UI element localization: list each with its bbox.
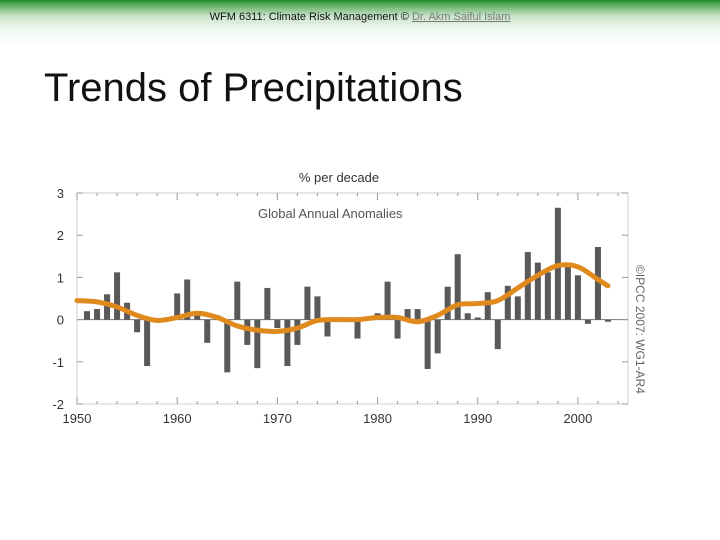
anomaly-bar — [134, 319, 141, 333]
x-tick-label: 1970 — [263, 411, 292, 426]
anomaly-bar — [94, 309, 101, 320]
anomaly-bar — [574, 275, 581, 320]
x-tick-label: 2000 — [563, 411, 592, 426]
smoothed-line — [74, 262, 611, 335]
anomaly-bar — [484, 292, 491, 320]
anomaly-bar — [174, 293, 181, 320]
anomaly-bar — [434, 319, 441, 354]
x-tick-label: 1960 — [163, 411, 192, 426]
chart-title: % per decade — [299, 170, 379, 185]
y-tick-label: -2 — [52, 397, 64, 412]
x-tick-label: 1980 — [363, 411, 392, 426]
anomaly-bar — [264, 287, 271, 320]
anomaly-bar — [564, 262, 571, 320]
anomaly-bar — [194, 315, 201, 320]
anomaly-bar — [204, 319, 211, 343]
anomaly-bar — [384, 281, 391, 320]
anomaly-bar — [184, 279, 191, 320]
anomaly-bar — [354, 319, 361, 339]
anomaly-bar — [474, 317, 481, 320]
anomaly-bar — [524, 252, 531, 320]
course-label: WFM 6311: Climate Risk Management © — [209, 11, 409, 23]
anomaly-bar — [414, 309, 421, 320]
anomaly-bar — [424, 319, 431, 369]
anomaly-bar — [84, 311, 91, 320]
anomaly-bar — [544, 272, 551, 320]
y-tick-label: 0 — [57, 313, 64, 328]
header-line: WFM 6311: Climate Risk Management © Dr. … — [0, 11, 720, 23]
header-band — [0, 0, 720, 46]
anomaly-bar — [534, 262, 541, 320]
anomaly-bar — [304, 286, 311, 320]
anomaly-bar — [454, 254, 461, 320]
slide-title: Trends of Precipitations — [44, 66, 463, 110]
anomaly-bar — [284, 319, 291, 367]
y-tick-label: 3 — [57, 186, 64, 201]
anomaly-bar — [234, 281, 241, 320]
anomaly-bar — [604, 319, 611, 322]
anomaly-bar — [244, 319, 251, 345]
author-link[interactable]: Dr. Akm Saiful Islam — [411, 11, 511, 23]
anomaly-bar — [224, 319, 231, 373]
anomaly-bar — [144, 319, 151, 367]
y-tick-label: 1 — [57, 270, 64, 285]
y-tick-label: 2 — [57, 228, 64, 243]
anomaly-bar — [294, 319, 301, 345]
anomaly-bar — [514, 296, 521, 320]
x-tick-label: 1990 — [463, 411, 492, 426]
anomaly-bar — [104, 294, 111, 320]
anomaly-bar — [314, 296, 321, 320]
anomaly-bar — [584, 319, 591, 324]
chart-credit: ©IPCC 2007: WG1-AR4 — [633, 265, 647, 394]
x-tick-label: 1950 — [63, 411, 92, 426]
anomaly-bar — [464, 313, 471, 320]
anomaly-bar — [444, 286, 451, 320]
anomaly-bar — [394, 319, 401, 339]
anomaly-bar — [254, 319, 261, 369]
anomaly-bar — [494, 319, 501, 350]
anomaly-bar — [274, 319, 281, 329]
anomaly-bar — [504, 285, 511, 320]
anomaly-bar — [324, 319, 331, 337]
chart-subtitle: Global Annual Anomalies — [258, 206, 403, 221]
anomaly-bar — [404, 309, 411, 320]
anomaly-bar — [594, 247, 601, 320]
anomaly-bar — [114, 272, 121, 320]
y-tick-label: -1 — [52, 355, 64, 370]
